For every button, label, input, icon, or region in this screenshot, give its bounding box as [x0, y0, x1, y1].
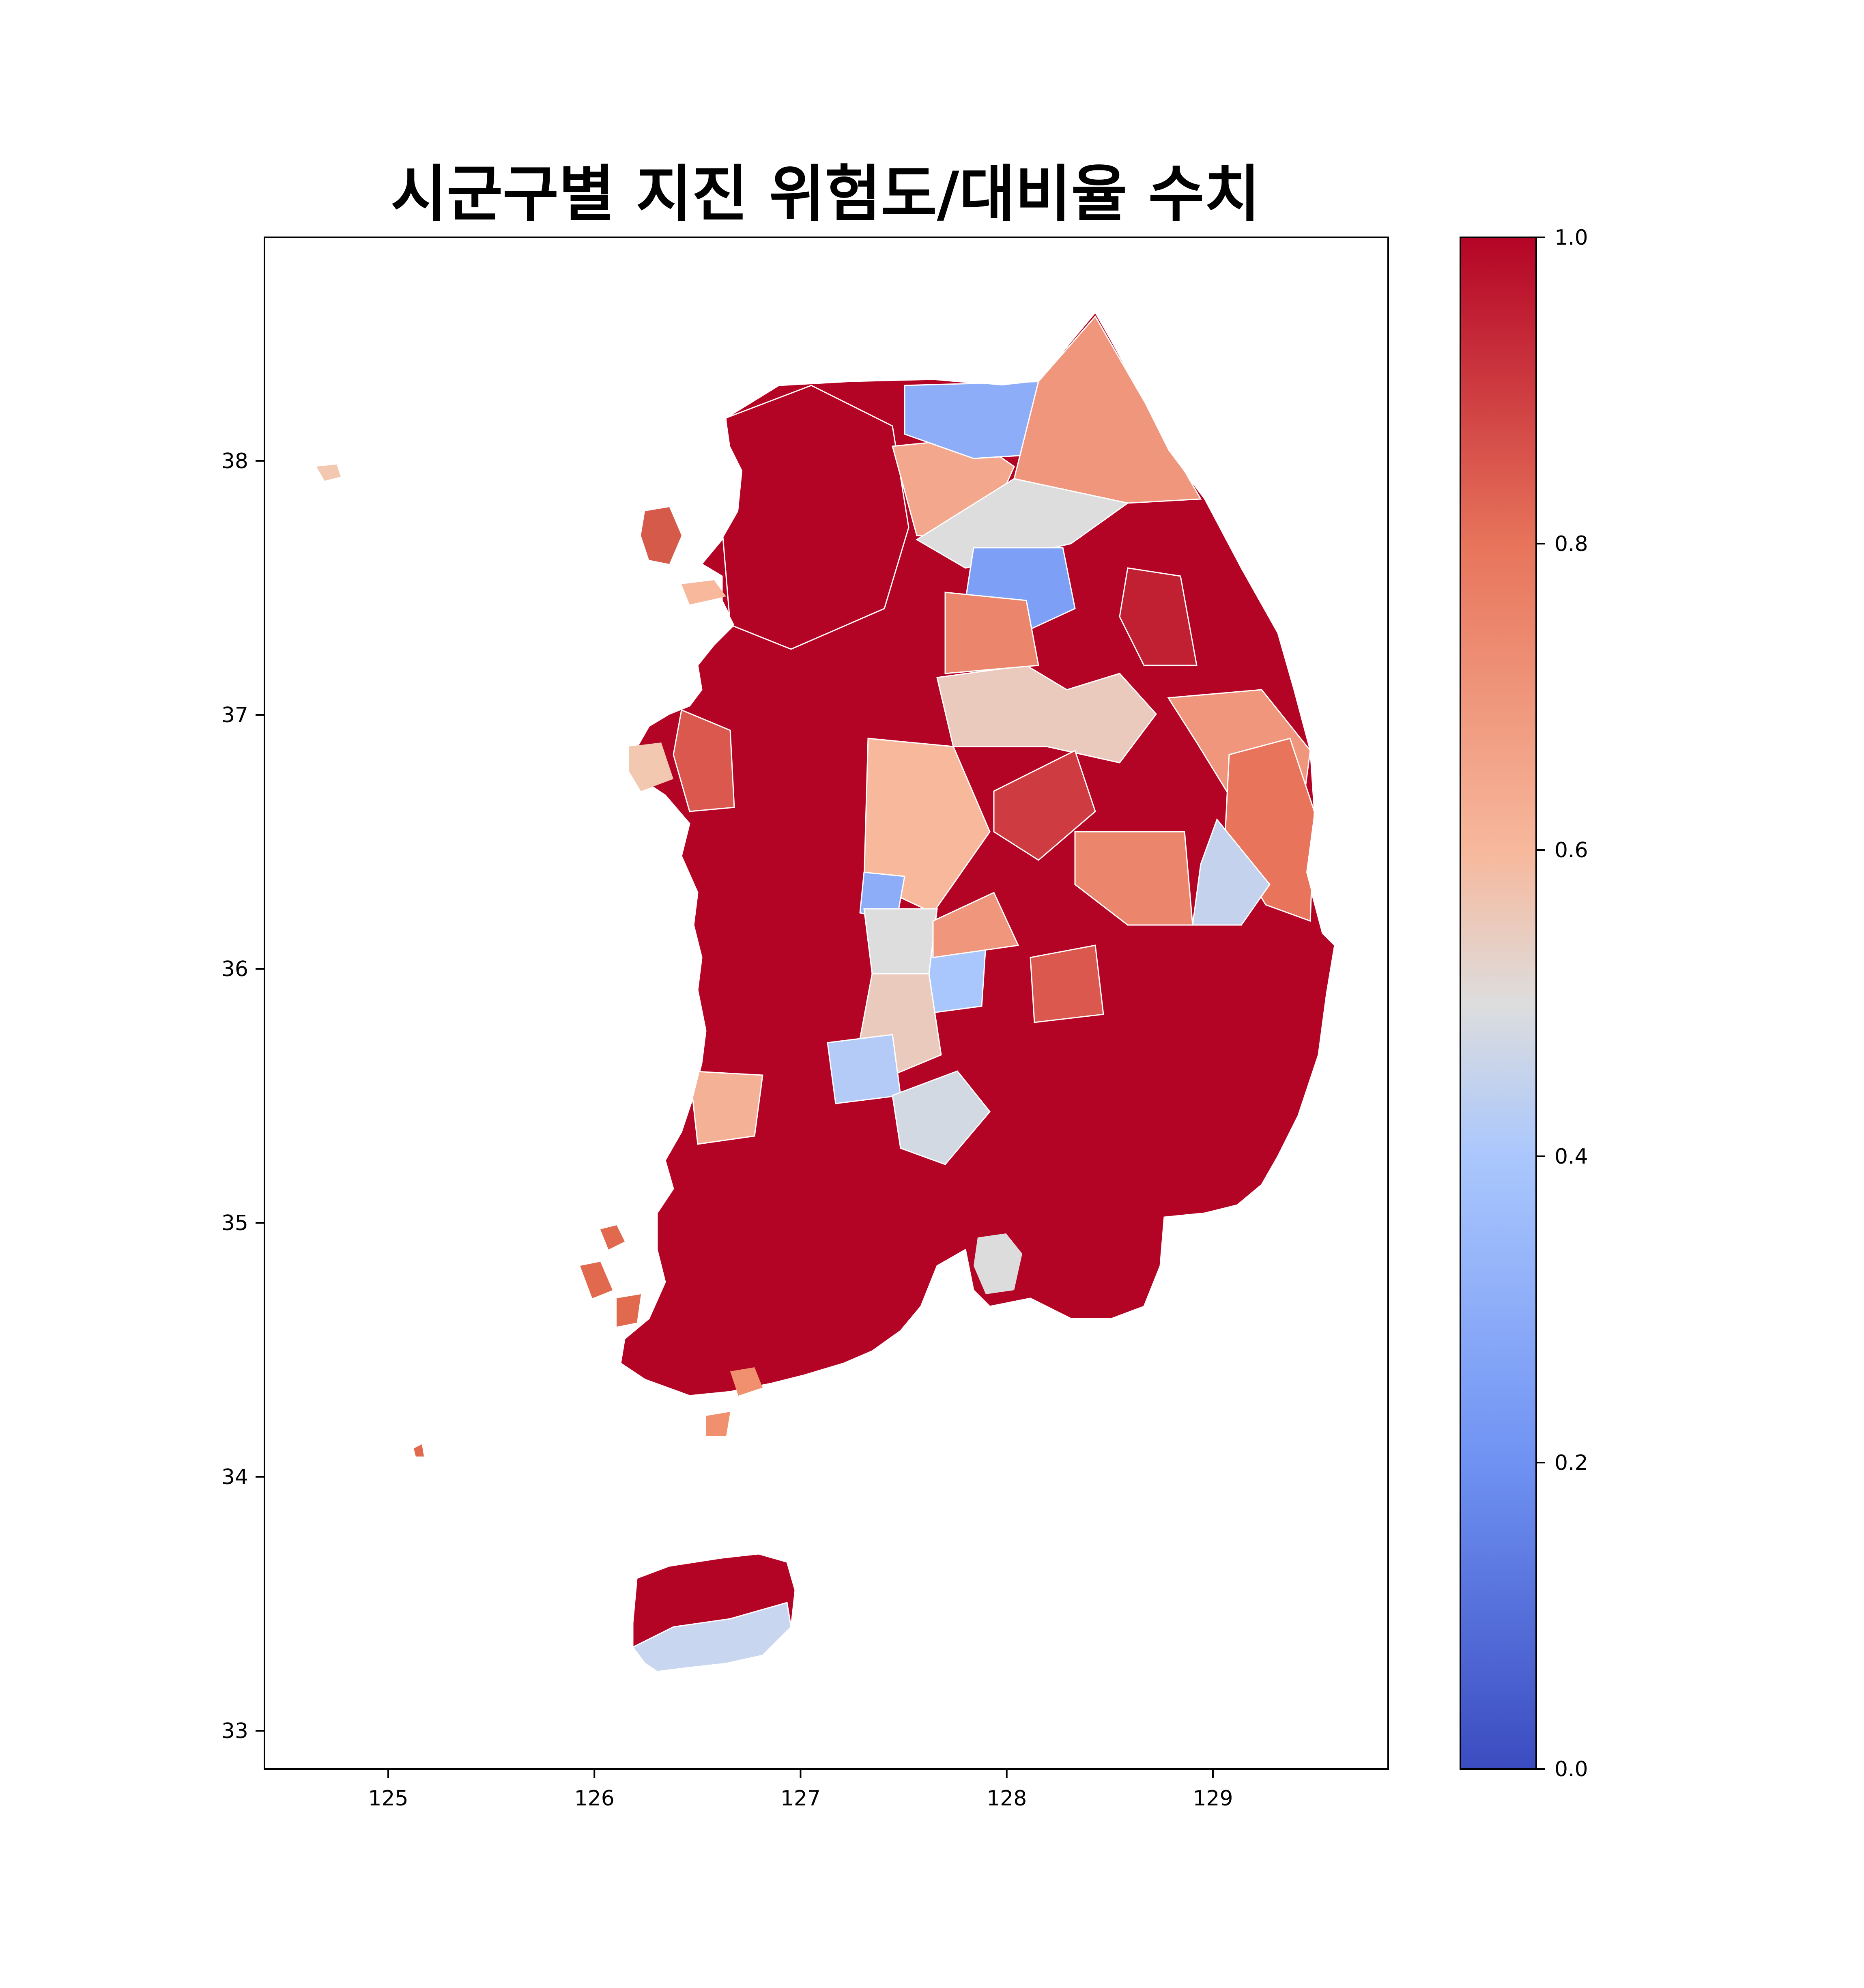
region	[1013, 315, 1202, 504]
region	[892, 1070, 991, 1165]
region	[721, 385, 909, 650]
y-tick-label: 37	[221, 703, 248, 727]
map-title: 시군구별 지진 위험도/대비율 수치	[391, 159, 1260, 230]
island	[414, 1444, 424, 1457]
region	[932, 892, 1019, 958]
x-tick-label: 127	[780, 1786, 821, 1811]
colorbar-axis: 0.0 0.2 0.4 0.6 0.8 1.0	[1536, 226, 1588, 1781]
y-tick-label: 34	[221, 1465, 248, 1489]
region	[944, 592, 1039, 674]
island	[580, 1262, 613, 1298]
island	[706, 1412, 730, 1436]
x-tick-label: 125	[368, 1786, 408, 1811]
y-tick-label: 35	[221, 1211, 248, 1235]
region	[916, 478, 1129, 569]
island	[629, 742, 673, 791]
region	[993, 749, 1096, 861]
y-tick-label: 38	[221, 449, 248, 473]
region	[1119, 567, 1198, 666]
island	[600, 1225, 625, 1250]
region	[673, 709, 735, 812]
region	[1074, 831, 1193, 926]
region	[689, 1070, 763, 1145]
region-layer	[673, 315, 1315, 1165]
colorbar-tick-label: 0.4	[1554, 1145, 1588, 1169]
y-tick-label: 33	[221, 1719, 248, 1743]
island	[617, 1294, 641, 1327]
y-axis: 38 37 36 35 34 33	[221, 449, 264, 1743]
island	[641, 507, 682, 564]
colorbar-tick-label: 0.2	[1554, 1451, 1588, 1475]
colorbar-tick-label: 0.0	[1554, 1757, 1588, 1781]
west-islands	[316, 465, 763, 1457]
x-axis: 125 126 127 128 129	[368, 1769, 1233, 1811]
region	[863, 738, 991, 914]
region	[863, 908, 938, 975]
x-tick-label: 126	[574, 1786, 615, 1811]
colorbar-tick-label: 0.6	[1554, 838, 1588, 863]
region	[1030, 945, 1104, 1023]
region	[936, 665, 1157, 764]
region	[1192, 818, 1271, 926]
island-cluster-namhae	[974, 1233, 1022, 1294]
x-tick-label: 128	[987, 1786, 1027, 1811]
jeju-south-region	[632, 1602, 792, 1672]
region	[827, 1034, 901, 1104]
y-tick-label: 36	[221, 957, 248, 981]
island	[682, 580, 726, 605]
colorbar	[1460, 237, 1537, 1770]
island	[316, 465, 341, 481]
colorbar-tick-label: 1.0	[1554, 226, 1588, 250]
x-tick-label: 129	[1193, 1786, 1233, 1811]
island	[730, 1367, 763, 1396]
colorbar-tick-label: 0.8	[1554, 532, 1588, 556]
